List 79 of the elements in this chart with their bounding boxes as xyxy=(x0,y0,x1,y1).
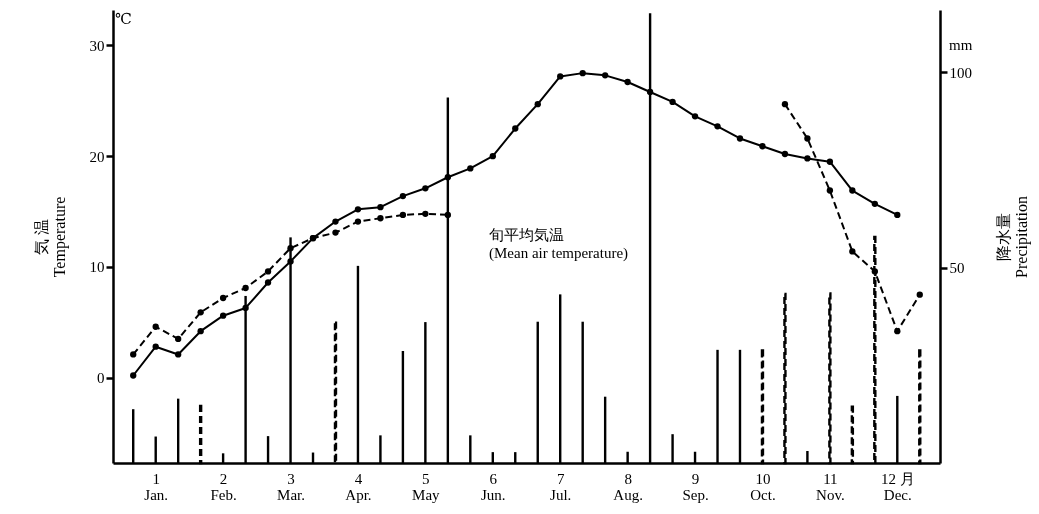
x-tick-label: 5 May xyxy=(412,470,441,503)
x-tick-label: 4 Apr. xyxy=(345,470,372,503)
x-tick-label: 11 Nov. xyxy=(816,470,845,503)
x-tick-label: 8 Aug. xyxy=(613,470,643,503)
point xyxy=(691,113,699,120)
point xyxy=(377,203,384,211)
y2-tick-label: 50 xyxy=(949,260,965,277)
point xyxy=(894,211,901,219)
point xyxy=(871,200,878,207)
point xyxy=(849,248,856,255)
point xyxy=(242,284,249,292)
point xyxy=(130,372,137,379)
point xyxy=(512,125,519,132)
point xyxy=(332,229,339,236)
x-tick-label: 9 Sep. xyxy=(682,470,709,503)
point xyxy=(444,211,452,219)
point xyxy=(826,158,834,165)
point xyxy=(826,187,834,194)
point xyxy=(849,187,856,194)
point xyxy=(242,304,249,312)
point xyxy=(332,218,339,225)
point xyxy=(354,218,362,225)
x-tick-label: 10 Oct. xyxy=(750,470,776,503)
point xyxy=(422,210,429,217)
point xyxy=(601,72,609,79)
point xyxy=(377,215,384,222)
point xyxy=(152,323,159,330)
point xyxy=(736,135,744,142)
point xyxy=(894,328,901,335)
point xyxy=(646,88,654,96)
point xyxy=(309,235,317,242)
point xyxy=(804,155,811,162)
point xyxy=(219,294,227,302)
point xyxy=(175,335,182,343)
point xyxy=(219,312,227,319)
annotation: 旬平均気温 (Mean air temperature) xyxy=(489,227,629,262)
point xyxy=(916,291,923,298)
annotation: ℃ xyxy=(115,11,132,27)
point xyxy=(264,279,272,286)
y-axis-title: 気 温 Temperature xyxy=(32,196,69,278)
point xyxy=(781,100,789,108)
point xyxy=(579,69,586,77)
point xyxy=(422,185,429,192)
x-tick-label: 3 Mar. xyxy=(277,470,305,503)
point xyxy=(287,258,294,265)
x-tick-label: 6 Jun. xyxy=(480,470,506,503)
y2-axis-title: 降水量 Precipitation xyxy=(995,196,1031,278)
point xyxy=(444,174,452,181)
point xyxy=(399,211,407,219)
point xyxy=(669,98,676,106)
point xyxy=(287,244,294,252)
point xyxy=(557,73,564,80)
point xyxy=(354,206,362,213)
point xyxy=(152,343,159,350)
point xyxy=(804,135,811,142)
point xyxy=(399,192,407,200)
y-tick-label: 10 xyxy=(89,259,105,276)
point xyxy=(624,78,631,86)
point xyxy=(781,150,789,158)
y-tick-label: 0 xyxy=(97,370,105,387)
x-tick-label: 7 Jul. xyxy=(550,470,572,503)
point xyxy=(130,351,137,358)
point xyxy=(759,143,766,150)
point xyxy=(489,153,496,160)
x-tick-label: 1 Jan. xyxy=(144,470,169,503)
y-tick-label: 20 xyxy=(89,148,105,165)
point xyxy=(197,309,204,316)
text: mm xyxy=(949,37,973,53)
x-tick-label: 12 月 Dec. xyxy=(880,470,915,503)
point xyxy=(534,100,541,108)
y-tick-label: 30 xyxy=(89,37,105,54)
point xyxy=(197,328,204,335)
point xyxy=(467,165,474,172)
point xyxy=(264,268,272,275)
point xyxy=(714,123,721,130)
point xyxy=(175,351,182,358)
y2-tick-label: 100 xyxy=(949,64,972,81)
point xyxy=(871,268,878,275)
x-tick-label: 2 Feb. xyxy=(210,470,237,503)
